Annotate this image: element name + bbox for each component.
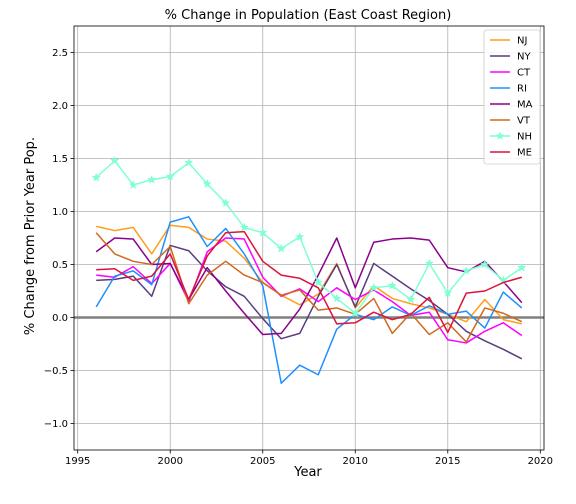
legend-label: NH bbox=[517, 132, 532, 143]
series-layer bbox=[91, 155, 527, 384]
data-point bbox=[91, 172, 101, 182]
legend-marker bbox=[495, 131, 505, 140]
data-point bbox=[480, 259, 490, 269]
series-line-ma bbox=[95, 237, 523, 336]
y-tick-label: −1.0 bbox=[44, 419, 68, 430]
y-tick-label: 1.5 bbox=[52, 154, 68, 165]
series-ny bbox=[96, 244, 523, 360]
legend-label: MA bbox=[517, 100, 533, 111]
y-tick-label: −0.5 bbox=[44, 366, 68, 377]
legend-item-ct: CT bbox=[490, 68, 531, 79]
data-point bbox=[387, 280, 397, 290]
legend-item-me: ME bbox=[490, 148, 532, 159]
x-tick-label: 2005 bbox=[250, 456, 275, 467]
x-tick-label: 2000 bbox=[157, 456, 182, 467]
x-tick-label: 2010 bbox=[343, 456, 368, 467]
axis-ticks: 1995 2000 2005 2010 2015 2020 −1.0 −0.5 0.0 0.5 1.… bbox=[44, 48, 553, 467]
series-nh bbox=[91, 155, 527, 318]
y-tick-label: 2.0 bbox=[52, 101, 68, 112]
data-point bbox=[202, 179, 212, 188]
x-tick-label: 2015 bbox=[435, 456, 460, 467]
y-tick-label: 0.5 bbox=[52, 260, 68, 271]
data-point bbox=[332, 293, 342, 303]
legend-item-nj: NJ bbox=[490, 36, 527, 47]
data-point bbox=[350, 308, 360, 318]
legend-label: NY bbox=[517, 52, 531, 63]
data-point bbox=[239, 222, 249, 232]
chart-title: % Change in Population (East Coast Regio… bbox=[165, 8, 452, 23]
legend-box bbox=[483, 29, 541, 165]
series-line-ct bbox=[96, 237, 523, 344]
legend-item-ri: RI bbox=[490, 84, 527, 95]
series-ct bbox=[96, 237, 523, 344]
data-point bbox=[295, 232, 305, 241]
y-axis-label: % Change from Prior Year Pop. bbox=[23, 137, 38, 335]
data-point bbox=[165, 171, 175, 181]
series-line-nh bbox=[95, 159, 523, 315]
data-point bbox=[424, 258, 434, 268]
data-point bbox=[406, 294, 416, 304]
legend-item-ma: MA bbox=[490, 100, 533, 111]
legend: NJ NY CT RI MA VT NH ME bbox=[483, 29, 541, 165]
legend-label: RI bbox=[517, 84, 527, 95]
data-point bbox=[443, 288, 453, 298]
series-ri bbox=[95, 216, 523, 384]
data-point bbox=[313, 277, 323, 287]
series-line-ny bbox=[96, 244, 523, 360]
data-point bbox=[110, 155, 120, 165]
data-point bbox=[184, 157, 194, 167]
y-tick-label: 2.5 bbox=[52, 48, 68, 59]
plot-frame bbox=[73, 25, 545, 451]
y-tick-label: 1.0 bbox=[52, 207, 68, 218]
x-tick-label: 2020 bbox=[528, 456, 553, 467]
series-line-me bbox=[96, 230, 523, 334]
legend-item-vt: VT bbox=[490, 116, 531, 127]
data-point bbox=[147, 174, 157, 184]
data-point bbox=[258, 227, 268, 237]
legend-label: CT bbox=[517, 68, 531, 79]
legend-label: VT bbox=[517, 116, 531, 127]
legend-item-ny: NY bbox=[490, 52, 531, 63]
data-point bbox=[221, 198, 231, 207]
series-me bbox=[96, 230, 523, 334]
legend-item-nh: NH bbox=[490, 131, 532, 143]
series-line-ri bbox=[95, 216, 523, 384]
legend-label: ME bbox=[517, 148, 532, 159]
data-point bbox=[517, 262, 527, 272]
x-axis-label: Year bbox=[293, 465, 322, 480]
data-point bbox=[369, 282, 379, 292]
series-ma bbox=[95, 237, 523, 336]
data-point bbox=[276, 243, 286, 253]
data-point bbox=[461, 265, 471, 275]
x-tick-label: 1995 bbox=[65, 456, 90, 467]
legend-label: NJ bbox=[517, 36, 527, 47]
plot-background bbox=[74, 26, 544, 450]
y-tick-label: 0.0 bbox=[52, 313, 68, 324]
data-point bbox=[128, 180, 138, 189]
